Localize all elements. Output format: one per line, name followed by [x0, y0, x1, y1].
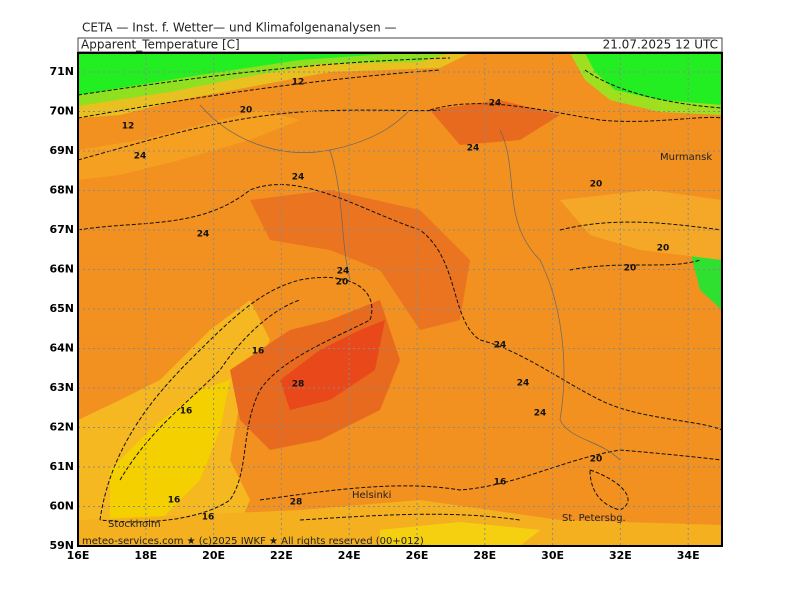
lon-label: 16E: [67, 549, 90, 562]
contour-label: 20: [590, 180, 603, 190]
lat-label: 59N: [49, 539, 74, 552]
contour-label: 16: [202, 513, 215, 523]
lon-label: 24E: [338, 549, 361, 562]
lat-label: 71N: [49, 65, 74, 78]
contour-label: 24: [337, 267, 350, 277]
header: CETA — Inst. f. Wetter— und Klimafolgena…: [82, 21, 397, 35]
lat-label: 65N: [49, 302, 74, 315]
contour-label: 20: [336, 278, 349, 288]
place-label: St. Petersbg.: [562, 513, 626, 524]
lon-label: 32E: [609, 549, 632, 562]
lat-label: 63N: [49, 381, 74, 394]
place-label: Helsinki: [352, 490, 391, 501]
lon-label: 26E: [406, 549, 429, 562]
map-date: 21.07.2025 12 UTC: [603, 38, 718, 52]
lon-label: 30E: [541, 549, 564, 562]
contour-label: 16: [252, 347, 265, 357]
contour-label: 24: [134, 152, 147, 162]
place-label: Stockholm: [108, 519, 161, 530]
contour-label: 16: [168, 496, 181, 506]
lat-label: 67N: [49, 223, 74, 236]
contour-label: 20: [657, 244, 670, 254]
contour-label: 16: [180, 407, 193, 417]
lat-label: 60N: [49, 500, 74, 513]
lat-label: 69N: [49, 144, 74, 157]
footer: meteo-services.com ★ (c)2025 IWKF ★ All …: [82, 536, 424, 547]
contour-label: 12: [292, 78, 305, 88]
lat-label: 68N: [49, 184, 74, 197]
contour-label: 16: [494, 478, 507, 488]
lat-label: 70N: [49, 105, 74, 118]
contour-label: 24: [292, 173, 305, 183]
contour-label: 24: [534, 409, 547, 419]
lon-label: 22E: [270, 549, 293, 562]
contour-label: 28: [292, 380, 305, 390]
contour-label: 24: [517, 379, 530, 389]
plot-frame: [77, 52, 723, 547]
lat-label: 62N: [49, 421, 74, 434]
contour-label: 20: [590, 455, 603, 465]
lat-label: 61N: [49, 460, 74, 473]
place-label: Murmansk: [660, 152, 712, 163]
field: meteo-services.com ★ (c)2025 IWKF ★ All …: [78, 53, 722, 547]
lat-label: 64N: [49, 342, 74, 355]
contour-label: 20: [624, 264, 637, 274]
contour-label: 24: [197, 230, 210, 240]
contour-label: 24: [467, 144, 480, 154]
lon-label: 18E: [134, 549, 157, 562]
lon-label: 34E: [677, 549, 700, 562]
contour-label: 24: [489, 99, 502, 109]
contour-label: 28: [290, 498, 303, 508]
contour-label: 12: [122, 122, 135, 132]
lon-label: 20E: [202, 549, 225, 562]
lat-label: 66N: [49, 263, 74, 276]
lon-label: 28E: [473, 549, 496, 562]
contour-label: 24: [494, 341, 507, 351]
contour-label: 20: [240, 106, 253, 116]
map-title: Apparent_Temperature [C]: [81, 38, 240, 52]
